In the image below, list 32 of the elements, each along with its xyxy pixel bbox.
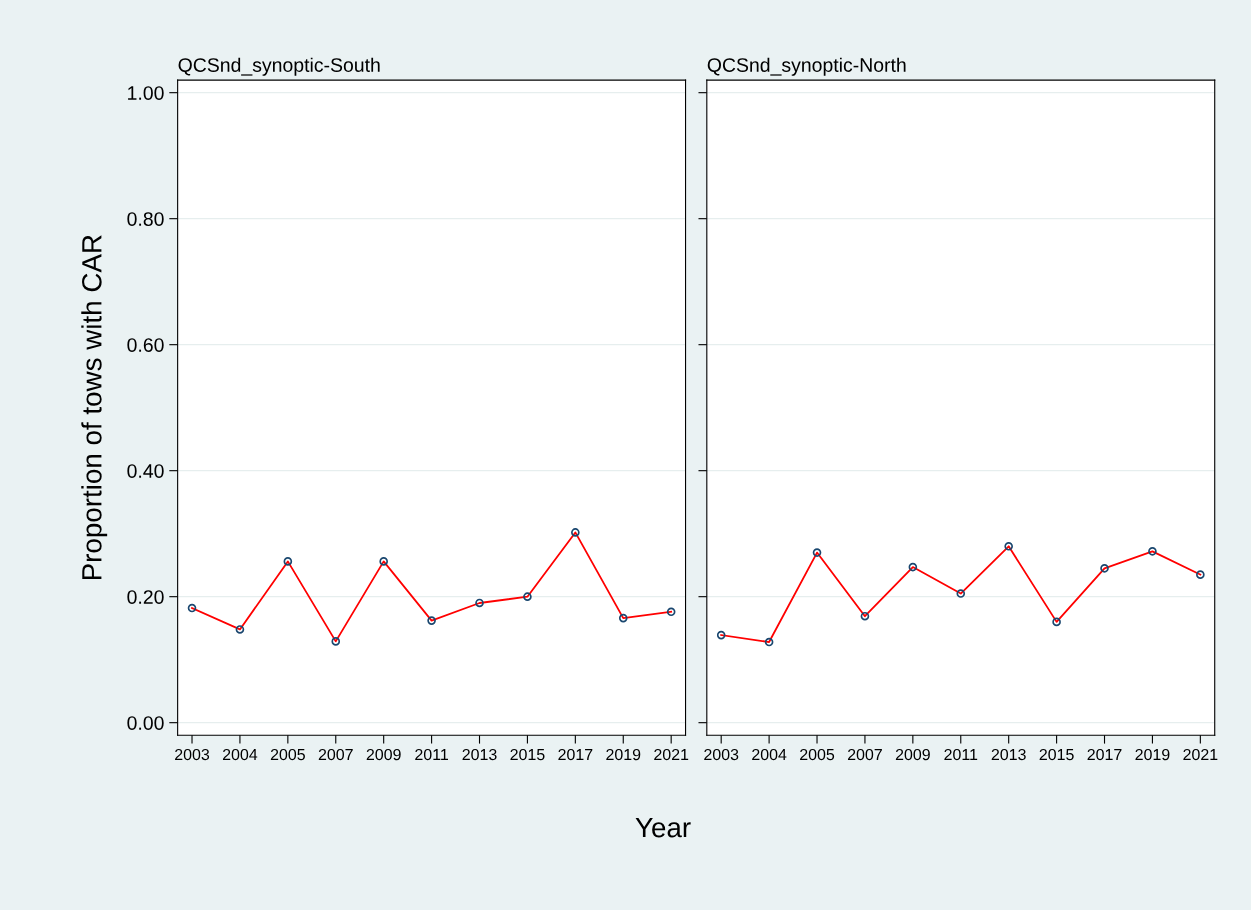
y-tick-label: 0.80 (127, 212, 164, 226)
y-tick-label: 0.60 (127, 338, 164, 352)
x-tick-label: 2004 (752, 748, 787, 761)
x-tick-label: 2013 (462, 748, 497, 761)
y-tick-label: 0.20 (127, 590, 164, 604)
x-tick-label: 2019 (1135, 748, 1170, 761)
x-tick-label: 2021 (654, 748, 689, 761)
x-tick-label: 2003 (175, 748, 210, 761)
y-axis-title: Proportion of tows with CAR (81, 235, 108, 580)
chart-title: QCSnd_synoptic-North (707, 57, 906, 76)
x-tick-label: 2005 (270, 748, 305, 761)
chart-title: QCSnd_synoptic-South (178, 57, 380, 76)
x-tick-label: 2021 (1183, 748, 1218, 761)
y-tick-label: 1.00 (128, 86, 164, 100)
x-tick-label: 2015 (1039, 748, 1074, 761)
y-tick-label: 0.00 (127, 716, 164, 730)
x-tick-label: 2004 (222, 748, 258, 761)
x-tick-label: 2013 (991, 748, 1026, 761)
x-tick-label: 2007 (847, 748, 882, 761)
x-tick-label: 2011 (415, 748, 448, 761)
x-tick-label: 2019 (606, 748, 641, 761)
x-tick-label: 2017 (1087, 748, 1122, 761)
x-tick-label: 2007 (318, 748, 353, 761)
y-tick-label: 0.40 (127, 464, 164, 478)
x-tick-label: 2011 (944, 748, 978, 761)
x-tick-label: 2005 (800, 748, 835, 761)
x-tick-label: 2017 (558, 748, 593, 761)
x-tick-label: 2009 (366, 748, 401, 761)
x-tick-label: 2015 (510, 748, 545, 761)
x-tick-label: 2009 (895, 748, 930, 761)
x-tick-label: 2003 (704, 748, 739, 761)
x-axis-title: Year (635, 817, 691, 838)
